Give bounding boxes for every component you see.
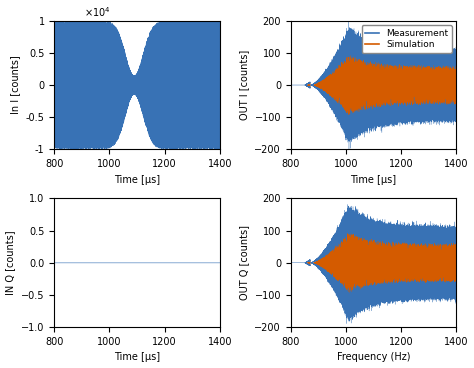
Y-axis label: OUT Q [counts]: OUT Q [counts] — [239, 225, 249, 300]
Text: $\times 10^4$: $\times 10^4$ — [84, 6, 111, 20]
Legend: Measurement, Simulation: Measurement, Simulation — [362, 25, 452, 53]
Y-axis label: In I [counts]: In I [counts] — [10, 56, 20, 114]
X-axis label: Time [μs]: Time [μs] — [114, 353, 160, 362]
X-axis label: Time [μs]: Time [μs] — [114, 175, 160, 185]
Y-axis label: IN Q [counts]: IN Q [counts] — [6, 230, 16, 295]
X-axis label: Frequency (Hz): Frequency (Hz) — [337, 353, 410, 362]
X-axis label: Time [μs]: Time [μs] — [350, 175, 397, 185]
Y-axis label: OUT I [counts]: OUT I [counts] — [239, 50, 249, 120]
